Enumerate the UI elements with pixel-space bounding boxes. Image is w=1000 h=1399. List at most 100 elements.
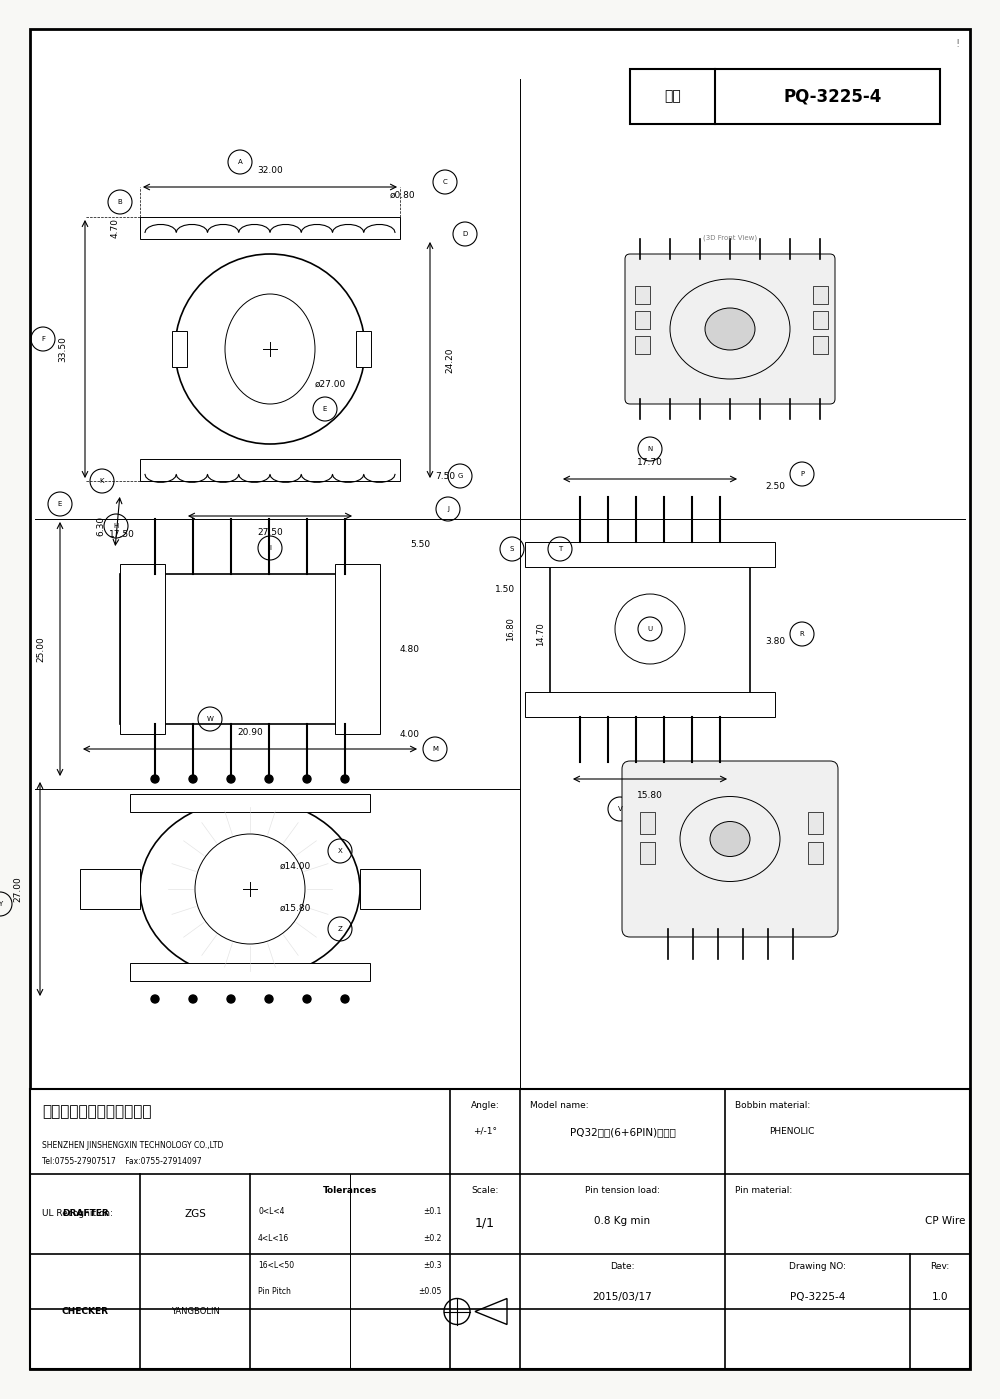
Text: B: B	[118, 199, 122, 206]
Bar	[808, 842, 823, 865]
Text: W: W	[207, 716, 213, 722]
Text: E: E	[58, 501, 62, 506]
Text: Model name:: Model name:	[530, 1101, 589, 1109]
Text: 0.8 Kg min: 0.8 Kg min	[594, 1216, 651, 1226]
Bar	[356, 332, 371, 367]
Ellipse shape	[705, 308, 755, 350]
Text: 14.70: 14.70	[536, 623, 545, 646]
Text: U: U	[647, 625, 653, 632]
Circle shape	[303, 775, 311, 783]
Text: Y: Y	[0, 901, 2, 907]
Text: ø0.80: ø0.80	[390, 190, 416, 200]
Text: 16<L<50: 16<L<50	[258, 1260, 294, 1269]
Text: Tel:0755-27907517    Fax:0755-27914097: Tel:0755-27907517 Fax:0755-27914097	[42, 1157, 202, 1165]
Bar	[525, 541, 775, 567]
Text: DRAFTER: DRAFTER	[62, 1210, 108, 1219]
Text: Pin tension load:: Pin tension load:	[585, 1186, 660, 1195]
Bar	[140, 459, 400, 481]
Bar	[640, 842, 655, 865]
Bar	[635, 311, 650, 329]
Circle shape	[227, 775, 235, 783]
FancyBboxPatch shape	[625, 255, 835, 404]
Text: F: F	[41, 336, 45, 341]
Circle shape	[151, 995, 159, 1003]
Bar	[130, 795, 370, 811]
Text: 4<L<16: 4<L<16	[258, 1234, 289, 1242]
Text: ±0.3: ±0.3	[424, 1260, 442, 1269]
Text: 1.0: 1.0	[932, 1293, 948, 1302]
Text: I: I	[269, 546, 271, 551]
Circle shape	[227, 995, 235, 1003]
Text: C: C	[443, 179, 447, 185]
Text: PQ-3225-4: PQ-3225-4	[790, 1293, 845, 1302]
Text: Pin material:: Pin material:	[735, 1186, 792, 1195]
Text: 17.50: 17.50	[109, 530, 135, 539]
Text: 3.80: 3.80	[765, 637, 785, 646]
Text: N: N	[647, 446, 653, 452]
Circle shape	[303, 995, 311, 1003]
Circle shape	[341, 775, 349, 783]
Bar	[813, 311, 828, 329]
Bar	[120, 574, 380, 725]
Text: Date:: Date:	[610, 1262, 635, 1272]
Text: ø14.00: ø14.00	[280, 862, 311, 872]
Text: 2015/03/17: 2015/03/17	[593, 1293, 652, 1302]
Text: ±0.05: ±0.05	[419, 1287, 442, 1295]
Bar	[640, 811, 655, 834]
Circle shape	[151, 775, 159, 783]
Text: ±0.1: ±0.1	[424, 1207, 442, 1217]
Text: PQ-3225-4: PQ-3225-4	[783, 88, 882, 105]
Text: PHENOLIC: PHENOLIC	[770, 1128, 815, 1136]
Text: 16.80: 16.80	[506, 617, 515, 641]
Text: Tolerances: Tolerances	[323, 1186, 377, 1195]
Bar	[525, 691, 775, 716]
Text: 17.70: 17.70	[637, 457, 663, 467]
Text: H: H	[113, 523, 119, 529]
Bar	[635, 285, 650, 304]
Text: E: E	[323, 406, 327, 411]
Text: T: T	[558, 546, 562, 553]
Text: Angle:: Angle:	[471, 1101, 499, 1109]
Text: 深圳市金盛鑫科技有限公司: 深圳市金盛鑫科技有限公司	[42, 1104, 152, 1119]
Text: 27.00: 27.00	[13, 876, 22, 902]
Bar	[813, 336, 828, 354]
Text: 型号: 型号	[664, 90, 681, 104]
Text: 25.00: 25.00	[36, 637, 45, 662]
Bar	[130, 963, 370, 981]
Text: ZGS: ZGS	[184, 1209, 206, 1219]
Text: 33.50: 33.50	[58, 336, 67, 362]
Bar	[360, 869, 420, 909]
Circle shape	[341, 995, 349, 1003]
Bar	[80, 869, 140, 909]
Text: 15.80: 15.80	[637, 790, 663, 800]
Bar	[30, 1088, 970, 1370]
Text: S: S	[510, 546, 514, 553]
Bar	[120, 564, 165, 734]
Bar	[808, 811, 823, 834]
Text: R: R	[800, 631, 804, 637]
Text: 1/1: 1/1	[475, 1216, 495, 1228]
Text: +/-1°: +/-1°	[473, 1128, 497, 1136]
Text: 0<L<4: 0<L<4	[258, 1207, 285, 1217]
Text: CP Wire: CP Wire	[925, 1216, 965, 1226]
Text: Z: Z	[338, 926, 342, 932]
Ellipse shape	[710, 821, 750, 856]
Text: 6.30: 6.30	[96, 516, 105, 536]
Text: 2.50: 2.50	[765, 483, 785, 491]
Text: J: J	[447, 506, 449, 512]
Text: 4.80: 4.80	[400, 645, 420, 653]
Text: 24.20: 24.20	[445, 347, 454, 372]
Bar	[140, 217, 400, 239]
Text: M: M	[432, 746, 438, 753]
Text: P: P	[800, 471, 804, 477]
Text: 4.70: 4.70	[111, 218, 120, 238]
Text: Pin Pitch: Pin Pitch	[258, 1287, 291, 1295]
Text: CHECKER: CHECKER	[62, 1307, 109, 1316]
Text: A: A	[238, 159, 242, 165]
Text: 27.50: 27.50	[257, 527, 283, 537]
Circle shape	[265, 775, 273, 783]
Text: 20.90: 20.90	[237, 727, 263, 737]
Text: 7.50: 7.50	[435, 471, 455, 480]
Text: Rev:: Rev:	[930, 1262, 950, 1272]
Bar	[630, 69, 940, 125]
